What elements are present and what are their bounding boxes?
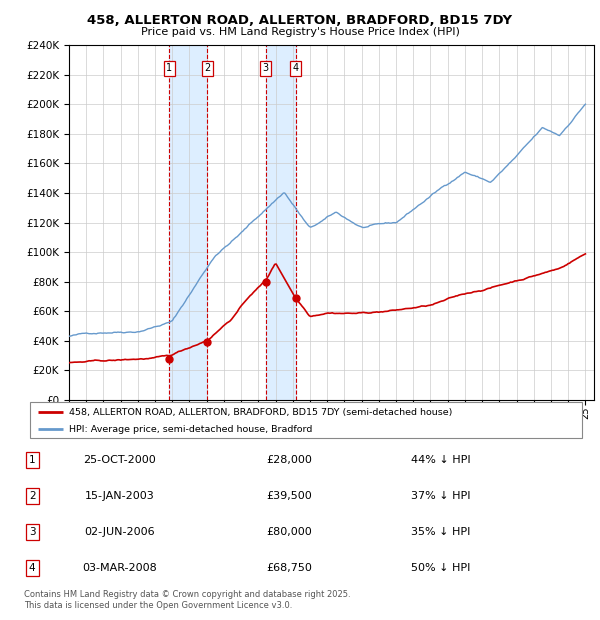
Text: 50% ↓ HPI: 50% ↓ HPI <box>412 563 470 573</box>
Text: 35% ↓ HPI: 35% ↓ HPI <box>412 527 470 537</box>
Text: 3: 3 <box>29 527 35 537</box>
Text: 44% ↓ HPI: 44% ↓ HPI <box>411 455 471 465</box>
Text: 02-JUN-2006: 02-JUN-2006 <box>84 527 155 537</box>
Text: £39,500: £39,500 <box>266 491 311 501</box>
Text: 2: 2 <box>204 63 211 73</box>
Text: 2: 2 <box>29 491 35 501</box>
Text: 25-OCT-2000: 25-OCT-2000 <box>83 455 156 465</box>
Text: 4: 4 <box>293 63 299 73</box>
Text: HPI: Average price, semi-detached house, Bradford: HPI: Average price, semi-detached house,… <box>68 425 312 434</box>
Text: 15-JAN-2003: 15-JAN-2003 <box>85 491 154 501</box>
Text: 458, ALLERTON ROAD, ALLERTON, BRADFORD, BD15 7DY: 458, ALLERTON ROAD, ALLERTON, BRADFORD, … <box>88 14 512 27</box>
Bar <box>169 45 208 400</box>
Text: £68,750: £68,750 <box>266 563 311 573</box>
Text: 1: 1 <box>166 63 172 73</box>
Text: 4: 4 <box>29 563 35 573</box>
Text: 1: 1 <box>29 455 35 465</box>
Text: £80,000: £80,000 <box>266 527 311 537</box>
Text: 3: 3 <box>263 63 269 73</box>
Text: 37% ↓ HPI: 37% ↓ HPI <box>411 491 471 501</box>
Text: Contains HM Land Registry data © Crown copyright and database right 2025.
This d: Contains HM Land Registry data © Crown c… <box>24 590 350 609</box>
Text: 03-MAR-2008: 03-MAR-2008 <box>82 563 157 573</box>
Text: £28,000: £28,000 <box>266 455 311 465</box>
Text: Price paid vs. HM Land Registry's House Price Index (HPI): Price paid vs. HM Land Registry's House … <box>140 27 460 37</box>
Bar <box>266 45 296 400</box>
FancyBboxPatch shape <box>30 402 582 438</box>
Text: 458, ALLERTON ROAD, ALLERTON, BRADFORD, BD15 7DY (semi-detached house): 458, ALLERTON ROAD, ALLERTON, BRADFORD, … <box>68 408 452 417</box>
